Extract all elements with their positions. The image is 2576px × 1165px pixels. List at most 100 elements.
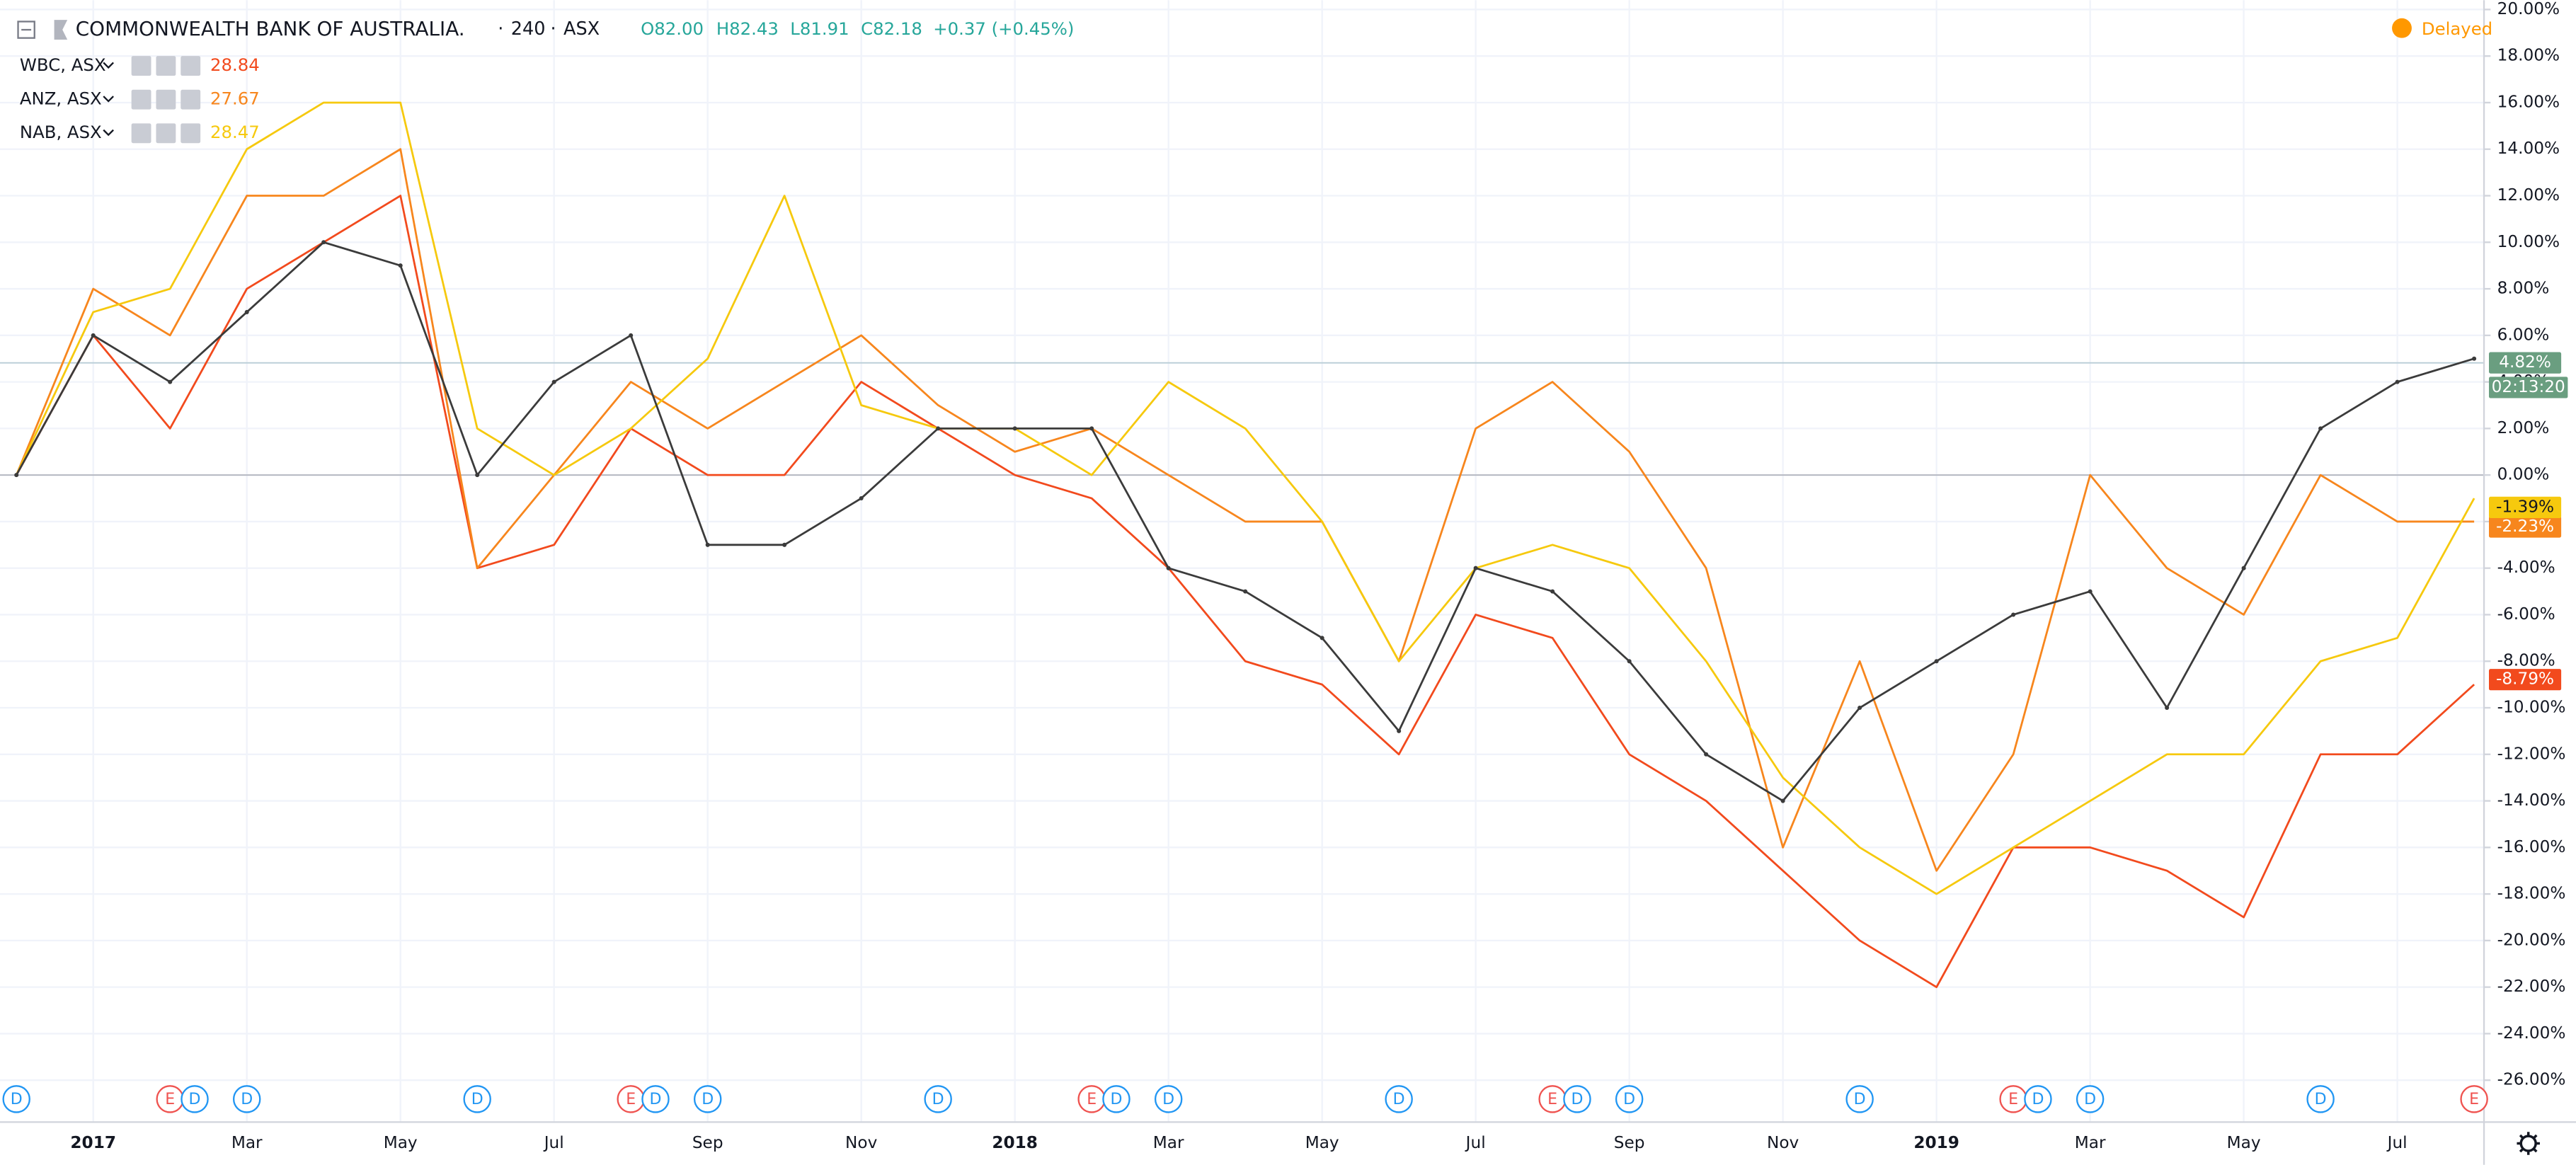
flag-icon[interactable]	[54, 20, 68, 40]
event-marker[interactable]	[1845, 1085, 1874, 1113]
event-marker[interactable]	[924, 1085, 952, 1113]
event-label: D	[11, 1091, 23, 1108]
price-badge-label: -8.79%	[2496, 670, 2554, 689]
event-marker[interactable]	[1615, 1085, 1644, 1113]
main-point	[1012, 426, 1017, 431]
delayed-status[interactable]: Delayed	[2422, 18, 2492, 39]
event-label: E	[2469, 1091, 2479, 1108]
main-point	[1243, 589, 1248, 594]
event-marker[interactable]	[1563, 1085, 1591, 1113]
event-marker[interactable]	[463, 1085, 491, 1113]
y-tick-label: -8.00%	[2497, 651, 2555, 670]
legend-button[interactable]	[131, 123, 151, 144]
event-label: D	[1854, 1091, 1866, 1108]
event-marker[interactable]	[181, 1085, 209, 1113]
main-point	[551, 379, 556, 384]
main-point	[475, 473, 480, 478]
event-marker[interactable]	[1154, 1085, 1183, 1113]
main-point	[2088, 589, 2093, 594]
x-tick-label: Sep	[1614, 1133, 1645, 1152]
x-tick-label: 2018	[992, 1133, 1038, 1152]
exchange[interactable]: ASX	[563, 18, 600, 40]
y-tick-label: 18.00%	[2497, 46, 2560, 65]
event-label: E	[2008, 1091, 2018, 1108]
change: +0.37 (+0.45%)	[933, 18, 1074, 39]
event-label: D	[189, 1091, 201, 1108]
event-label: D	[2315, 1091, 2327, 1108]
main-point	[1166, 566, 1171, 570]
symbol-title: COMMONWEALTH BANK OF AUSTRALIA.	[76, 17, 465, 40]
legend-price: 28.84	[210, 54, 260, 75]
main-point	[1780, 798, 1785, 803]
main-point	[1627, 659, 1632, 664]
x-tick-label: Sep	[692, 1133, 723, 1152]
price-badge	[2488, 352, 2562, 374]
main-point	[1397, 728, 1402, 733]
event-marker[interactable]	[693, 1085, 722, 1113]
series-line	[15, 148, 2475, 872]
event-marker[interactable]	[2076, 1085, 2105, 1113]
event-marker[interactable]	[2306, 1085, 2335, 1113]
main-point	[398, 263, 403, 268]
low: L81.91	[790, 18, 849, 39]
x-tick-label: May	[384, 1133, 418, 1152]
open: O82.00	[641, 18, 704, 39]
y-tick-label: 2.00%	[2497, 418, 2550, 437]
event-marker[interactable]	[232, 1085, 261, 1113]
main-point	[1550, 589, 1555, 594]
y-tick-label: 10.00%	[2497, 232, 2560, 251]
main-point	[629, 333, 634, 338]
legend-button[interactable]	[156, 89, 176, 110]
legend-name[interactable]: ANZ, ASX	[20, 88, 102, 109]
legend: WBC, ASX 28.84 ANZ, ASX 27.67 NAB, ASX 28.47	[20, 54, 260, 144]
y-tick-label: 20.00%	[2497, 0, 2560, 18]
legend-button[interactable]	[181, 89, 201, 110]
legend-button[interactable]	[156, 123, 176, 144]
legend-button[interactable]	[181, 123, 201, 144]
event-label: D	[1110, 1091, 1122, 1108]
legend-button[interactable]	[156, 56, 176, 76]
main-point	[2011, 612, 2016, 617]
main-point	[91, 333, 96, 338]
main-point	[859, 496, 864, 501]
event-marker[interactable]	[1102, 1085, 1130, 1113]
high: H82.43	[716, 18, 779, 39]
price-badge	[2488, 516, 2562, 538]
x-tick-label: Jul	[1465, 1133, 1486, 1152]
x-tick-label: May	[2227, 1133, 2261, 1152]
y-tick-label: -18.00%	[2497, 884, 2566, 903]
legend-name[interactable]: NAB, ASX	[20, 122, 102, 142]
y-tick-label: -14.00%	[2497, 791, 2566, 810]
legend-caret	[103, 96, 114, 103]
series-line	[15, 101, 2475, 895]
collapse-button[interactable]	[17, 21, 35, 39]
main-point	[2165, 705, 2170, 711]
legend-button[interactable]	[131, 89, 151, 110]
main-point	[2472, 356, 2477, 361]
legend-name[interactable]: WBC, ASX	[20, 54, 106, 75]
event-label: E	[626, 1091, 636, 1108]
event-marker[interactable]	[1385, 1085, 1413, 1113]
countdown-label: 02:13:20	[2492, 377, 2565, 396]
y-tick-label: -16.00%	[2497, 837, 2566, 856]
event-marker[interactable]	[2460, 1085, 2488, 1113]
legend-button[interactable]	[131, 56, 151, 76]
event-marker[interactable]	[2024, 1085, 2052, 1113]
y-tick-label: -10.00%	[2497, 698, 2566, 717]
event-label: D	[650, 1091, 662, 1108]
y-tick-label: -12.00%	[2497, 744, 2566, 763]
main-point	[782, 542, 787, 547]
event-marker[interactable]	[2, 1085, 30, 1113]
delayed-icon	[2392, 18, 2412, 38]
main-point	[321, 240, 326, 245]
event-label: D	[702, 1091, 714, 1108]
legend-button[interactable]	[181, 56, 201, 76]
main-point	[168, 379, 173, 384]
event-marker[interactable]	[641, 1085, 670, 1113]
plot	[0, 101, 2485, 989]
settings-button[interactable]	[2517, 1132, 2540, 1155]
gear-teeth	[2517, 1132, 2540, 1155]
event-label: E	[165, 1091, 175, 1108]
legend-price: 28.47	[210, 122, 260, 142]
